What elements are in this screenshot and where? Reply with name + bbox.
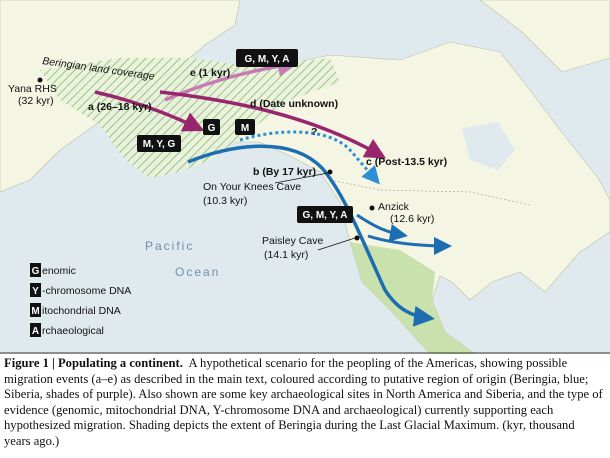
legend-box (30, 263, 41, 277)
route-date: (1 kyr) (199, 67, 231, 79)
site-dot (354, 235, 360, 241)
route-b-branch (367, 234, 452, 255)
legend-text: -chromosome DNA (42, 285, 131, 297)
route-letter: c (366, 156, 372, 168)
legend-text: rchaeological (42, 325, 104, 337)
badge-text: M, Y, G (143, 139, 176, 150)
hudson-bay (462, 122, 515, 170)
site-name: Anzick (378, 201, 410, 213)
legend-letter: A (32, 326, 39, 337)
site-dot (369, 205, 375, 211)
route-c (239, 130, 380, 185)
route-date: (26–18 kyr) (97, 101, 152, 113)
southern-shading (350, 242, 475, 354)
site-date: (10.3 kyr) (203, 195, 247, 207)
route-letter: e (190, 67, 196, 79)
legend-letter: M (31, 306, 39, 317)
badge (203, 119, 220, 135)
site-name: Yana RHS (8, 83, 57, 95)
route-letter: d (250, 98, 256, 110)
site-date: (14.1 kyr) (264, 249, 308, 261)
route-letter: b (253, 166, 259, 178)
caption-text: A hypothetical scenario for the peopling… (4, 356, 603, 448)
route-date: (Date unknown) (259, 98, 338, 110)
route-date: (By 17 kyr) (262, 166, 316, 178)
badge (236, 49, 298, 67)
legend-letter: Y (32, 286, 39, 297)
route-label: c (Post-13.5 kyr) (366, 156, 447, 168)
legend-text: enomic (42, 265, 76, 277)
caption-label: Figure 1 | Populating a continent. (4, 356, 183, 370)
route-label: d (Date unknown) (250, 98, 338, 110)
site-dot (37, 77, 43, 83)
greenland (479, 0, 610, 73)
map: Beringian land coverage Yana RHS (32 kyr… (0, 0, 610, 355)
ocean-label: Pacific (145, 239, 194, 253)
north-america (169, 41, 610, 355)
badge (297, 206, 353, 223)
legend-box (30, 283, 41, 297)
caption: Figure 1 | Populating a continent. A hyp… (4, 356, 604, 450)
badge (137, 135, 181, 152)
badge (235, 119, 255, 135)
badge-text: M (241, 123, 249, 134)
route-d (159, 90, 387, 159)
site-date: (32 kyr) (18, 95, 54, 107)
site-name: Paisley Cave (262, 235, 323, 247)
badge-text: G, M, Y, A (244, 54, 289, 65)
leader-line (274, 172, 329, 184)
route-a (94, 90, 205, 132)
badge-text: G (208, 123, 216, 134)
route-label: a (26–18 kyr) (88, 101, 152, 113)
site-dot (327, 169, 333, 175)
legend: G enomic Y -chromosome DNA M itochondria… (30, 263, 131, 337)
route-b (187, 144, 435, 327)
route-date: (Post-13.5 kyr) (375, 156, 447, 168)
route-label: b (By 17 kyr) (253, 166, 316, 178)
route-label: e (1 kyr) (190, 67, 230, 79)
site-name: On Your Knees Cave (203, 181, 301, 193)
badge-text: G, M, Y, A (302, 210, 347, 221)
ocean-label: Ocean (175, 265, 220, 279)
legend-text: itochondrial DNA (42, 305, 121, 317)
border (329, 179, 531, 206)
route-b-branch (356, 213, 408, 242)
route-letter: a (88, 101, 94, 113)
site-date: (12.6 kyr) (390, 213, 434, 225)
leader-line (317, 237, 356, 251)
unknown-mark: ? (311, 126, 317, 138)
legend-box (30, 323, 41, 337)
legend-box (30, 303, 41, 317)
legend-letter: G (32, 266, 40, 277)
